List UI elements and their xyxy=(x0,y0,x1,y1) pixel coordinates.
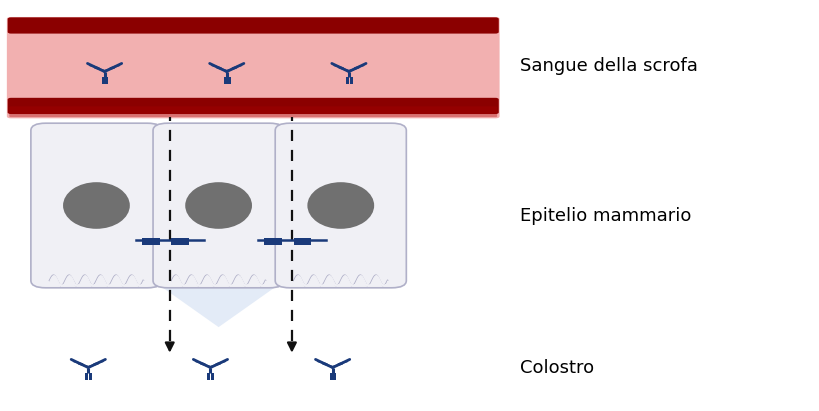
Ellipse shape xyxy=(307,182,373,229)
FancyBboxPatch shape xyxy=(150,238,160,245)
FancyBboxPatch shape xyxy=(346,77,349,84)
FancyBboxPatch shape xyxy=(264,238,274,245)
FancyBboxPatch shape xyxy=(210,373,214,380)
FancyBboxPatch shape xyxy=(85,373,88,380)
Ellipse shape xyxy=(63,182,129,229)
FancyBboxPatch shape xyxy=(7,17,498,34)
FancyBboxPatch shape xyxy=(333,373,336,380)
Text: Colostro: Colostro xyxy=(519,359,593,376)
FancyBboxPatch shape xyxy=(102,77,105,84)
FancyBboxPatch shape xyxy=(224,77,227,84)
Polygon shape xyxy=(93,149,345,327)
FancyBboxPatch shape xyxy=(31,123,162,288)
Text: Epitelio mammario: Epitelio mammario xyxy=(519,207,690,225)
FancyBboxPatch shape xyxy=(9,106,496,117)
FancyBboxPatch shape xyxy=(227,77,230,84)
FancyBboxPatch shape xyxy=(153,123,284,288)
FancyBboxPatch shape xyxy=(171,238,181,245)
Text: Sangue della scrofa: Sangue della scrofa xyxy=(519,57,697,75)
FancyBboxPatch shape xyxy=(349,77,352,84)
FancyBboxPatch shape xyxy=(7,17,499,118)
FancyBboxPatch shape xyxy=(329,373,333,380)
FancyBboxPatch shape xyxy=(293,238,303,245)
FancyBboxPatch shape xyxy=(275,123,406,288)
FancyBboxPatch shape xyxy=(179,238,189,245)
FancyBboxPatch shape xyxy=(105,77,108,84)
FancyBboxPatch shape xyxy=(142,238,152,245)
Ellipse shape xyxy=(185,182,251,229)
FancyBboxPatch shape xyxy=(301,238,311,245)
FancyBboxPatch shape xyxy=(207,373,210,380)
FancyBboxPatch shape xyxy=(89,373,92,380)
FancyBboxPatch shape xyxy=(272,238,282,245)
FancyBboxPatch shape xyxy=(7,98,498,114)
